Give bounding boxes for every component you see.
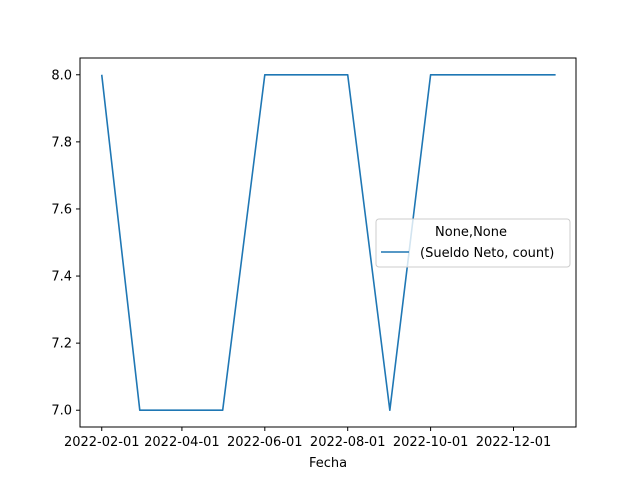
y-tick-label: 8.0 <box>51 68 72 83</box>
y-tick-label: 7.4 <box>51 270 72 285</box>
legend-title: None,None <box>435 225 507 240</box>
x-tick-label: 2022-12-01 <box>476 435 552 450</box>
legend-entry-label: (Sueldo Neto, count) <box>420 246 554 261</box>
series-layer <box>100 73 556 412</box>
x-axis-label: Fecha <box>309 456 347 471</box>
plot-area <box>79 57 577 428</box>
legend: None,None (Sueldo Neto, count) <box>375 218 571 268</box>
legend-box <box>375 218 571 268</box>
y-tick-label: 7.8 <box>51 135 72 150</box>
series-line-0 <box>100 73 556 412</box>
y-axis: 7.0 7.2 7.4 7.6 7.8 8.0 <box>51 68 80 419</box>
y-tick-label: 7.0 <box>51 404 72 419</box>
plot-frame <box>79 57 577 428</box>
x-tick-label: 2022-02-01 <box>64 435 140 450</box>
x-tick-label: 2022-10-01 <box>393 435 469 450</box>
y-tick-label: 7.6 <box>51 202 72 217</box>
x-tick-label: 2022-08-01 <box>310 435 386 450</box>
x-axis: 2022-02-01 2022-04-01 2022-06-01 2022-08-01… <box>64 427 551 450</box>
x-tick-label: 2022-06-01 <box>227 435 303 450</box>
x-tick-label: 2022-04-01 <box>144 435 220 450</box>
y-tick-label: 7.2 <box>51 337 72 352</box>
